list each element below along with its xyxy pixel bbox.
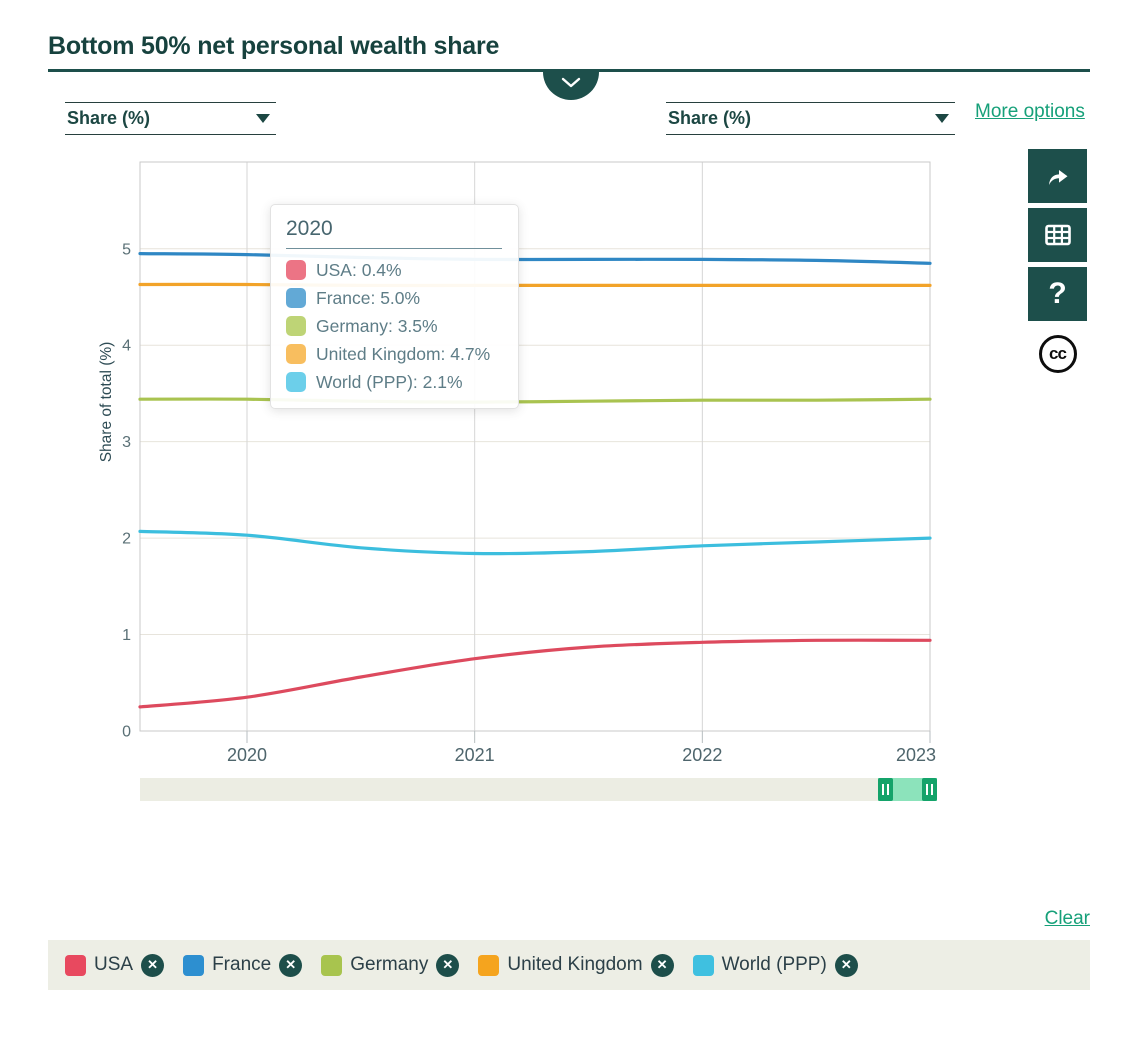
tooltip-row: World (PPP): 2.1%: [286, 368, 502, 396]
y-tick-label: 5: [122, 241, 131, 258]
table-icon: [1044, 224, 1071, 246]
tooltip-series-swatch: [286, 260, 306, 280]
tooltip-series-swatch: [286, 344, 306, 364]
cc-license-icon[interactable]: cc: [1038, 335, 1077, 373]
series-line-United Kingdom: [138, 282, 932, 288]
help-button[interactable]: ?: [1028, 267, 1087, 321]
right-unit-dropdown-value: Share (%): [668, 108, 752, 128]
remove-series-button[interactable]: ✕: [650, 953, 674, 977]
tooltip-series-label: France: 5.0%: [316, 287, 421, 308]
tooltip-row: Germany: 3.5%: [286, 312, 502, 340]
tooltip-series-label: World (PPP): 2.1%: [316, 371, 463, 392]
legend-series-label: United Kingdom: [507, 954, 643, 975]
left-unit-dropdown[interactable]: Share (%): [65, 102, 276, 135]
legend-series-swatch: [65, 954, 86, 976]
tooltip-series-label: United Kingdom: 4.7%: [316, 343, 491, 364]
tooltip-row: USA: 0.4%: [286, 256, 502, 284]
tooltip-year: 2020: [286, 217, 502, 249]
share-arrow-icon: [1048, 170, 1067, 185]
chevron-down-icon: [256, 114, 270, 123]
y-tick-label: 1: [122, 627, 131, 644]
y-tick-label: 2: [122, 531, 131, 548]
tooltip-rows: USA: 0.4% France: 5.0% Germany: 3.5% Uni…: [286, 256, 502, 396]
legend-item: Germany ✕: [321, 953, 460, 977]
tooltip-row: United Kingdom: 4.7%: [286, 340, 502, 368]
remove-series-button[interactable]: ✕: [141, 953, 165, 977]
y-tick-label: 0: [122, 724, 131, 741]
legend-item: France ✕: [183, 953, 303, 977]
share-button[interactable]: [1028, 149, 1087, 203]
tooltip-series-label: USA: 0.4%: [316, 259, 402, 280]
series-line-France: [138, 252, 932, 265]
tooltip-row: France: 5.0%: [286, 284, 502, 312]
tooltip-series-swatch: [286, 372, 306, 392]
chart-action-buttons: ? cc: [1028, 149, 1087, 373]
legend-bar: USA ✕ France ✕ Germany ✕ United Kingdom …: [48, 940, 1090, 990]
slider-selected-range[interactable]: [878, 778, 937, 801]
more-options-link[interactable]: More options: [975, 101, 1085, 122]
series-line-Germany: [138, 397, 932, 404]
left-unit-dropdown-value: Share (%): [67, 108, 151, 128]
legend-series-label: USA: [94, 954, 134, 975]
question-mark-icon: ?: [1048, 277, 1067, 310]
time-range-slider[interactable]: [140, 778, 937, 801]
x-tick-label: 2022: [682, 745, 722, 765]
data-table-button[interactable]: [1028, 208, 1087, 262]
remove-series-button[interactable]: ✕: [834, 953, 858, 977]
plot-border: [139, 161, 931, 732]
legend-series-swatch: [692, 954, 714, 976]
legend-series-swatch: [478, 954, 500, 976]
title-divider: [48, 69, 1090, 72]
tooltip-series-swatch: [286, 288, 306, 308]
chart-tooltip: 2020 USA: 0.4% France: 5.0% Germany: 3.5…: [270, 204, 519, 409]
legend-item: United Kingdom ✕: [478, 953, 674, 977]
slider-handle-left[interactable]: [878, 778, 894, 801]
tooltip-series-label: Germany: 3.5%: [316, 315, 438, 336]
legend-series-swatch: [321, 954, 343, 976]
legend-item: USA ✕: [65, 953, 165, 977]
legend-series-swatch: [183, 954, 205, 976]
series-line-USA: [138, 638, 932, 709]
collapse-panel-button[interactable]: [543, 72, 599, 100]
y-tick-label: 3: [122, 434, 131, 451]
slider-handle-right[interactable]: [921, 778, 937, 801]
y-axis-title: Share of total (%): [98, 342, 115, 463]
legend-item: World (PPP) ✕: [692, 953, 858, 977]
chevron-down-icon: [935, 114, 949, 123]
tooltip-series-swatch: [286, 316, 306, 336]
legend-series-label: Germany: [350, 954, 429, 975]
right-unit-dropdown[interactable]: Share (%): [666, 102, 955, 135]
x-tick-label: 2020: [227, 745, 267, 765]
remove-series-button[interactable]: ✕: [279, 953, 303, 977]
clear-selection-link[interactable]: Clear: [1044, 908, 1090, 929]
chevron-down-icon: [561, 77, 581, 88]
remove-series-button[interactable]: ✕: [436, 953, 460, 977]
legend-series-label: France: [212, 954, 272, 975]
y-tick-label: 4: [122, 338, 131, 355]
chart-plot-area[interactable]: 2020 2021 2022 2023 0 1 2 3 4 5 Share of total (%): [90, 150, 960, 775]
x-tick-label: 2023: [896, 745, 936, 765]
legend-series-label: World (PPP): [721, 954, 827, 975]
page-title: Bottom 50% net personal wealth share: [48, 32, 500, 60]
series-line-World (PPP): [138, 529, 932, 556]
x-tick-label: 2021: [455, 745, 495, 765]
